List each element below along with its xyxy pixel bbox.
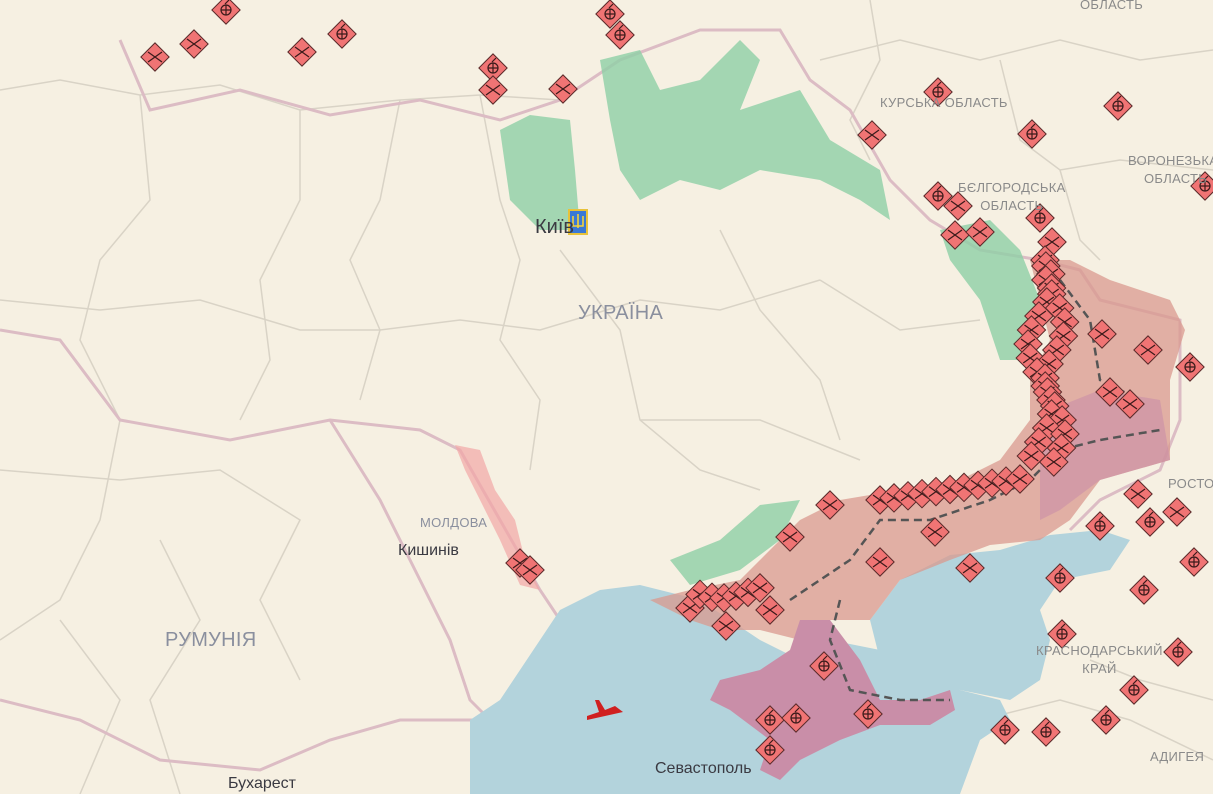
region-label-oblast-top: ОБЛАСТЬ (1080, 0, 1144, 12)
explosion-icon[interactable] (1135, 507, 1165, 537)
region-label-belgorod: БЄЛГОРОДСЬКА ОБЛАСТЬ (958, 179, 1066, 215)
explosion-icon[interactable] (1175, 352, 1205, 382)
explosion-icon[interactable] (1190, 171, 1213, 201)
crossed-swords-icon[interactable] (920, 517, 950, 547)
explosion-icon[interactable] (1025, 203, 1055, 233)
explosion-icon[interactable] (755, 735, 785, 765)
city-label-sevastopol[interactable]: Севастополь (655, 760, 752, 777)
explosion-icon[interactable] (595, 0, 625, 29)
region-label-krasnodar-line2: КРАЙ (1082, 661, 1117, 676)
crossed-swords-icon[interactable] (857, 120, 887, 150)
region-label-kursk: КУРСЬКА ОБЛАСТЬ (880, 95, 1008, 110)
explosion-icon[interactable] (327, 19, 357, 49)
region-label-adygea: АДИГЕЯ (1150, 749, 1205, 764)
event-markers (140, 0, 1213, 765)
explosion-icon[interactable] (1179, 547, 1209, 577)
city-label-kyiv[interactable]: Київ (535, 216, 575, 238)
crossed-swords-icon[interactable] (1095, 377, 1125, 407)
explosion-icon[interactable] (1031, 717, 1061, 747)
crossed-swords-icon[interactable] (815, 490, 845, 520)
country-label-ukraine: УКРАЇНА (578, 302, 664, 324)
region-label-voronezh: ВОРОНЕЗЬКА ОБЛАСТЬ (1128, 152, 1213, 188)
crossed-swords-icon[interactable] (1005, 464, 1035, 494)
crossed-swords-icon[interactable] (955, 553, 985, 583)
crossed-swords-icon[interactable] (140, 42, 170, 72)
liberated-areas (500, 40, 1040, 585)
country-label-moldova: МОЛДОВА (420, 515, 488, 530)
region-label-rostov: РОСТОВСЬКА (1168, 476, 1213, 491)
trident-icon[interactable] (568, 209, 588, 235)
region-label-voronezh-line2: ОБЛАСТЬ (1144, 171, 1208, 186)
crossed-swords-icon[interactable] (940, 220, 970, 250)
explosion-icon[interactable] (605, 20, 635, 50)
explosion-icon[interactable] (1091, 705, 1121, 735)
explosion-icon[interactable] (755, 705, 785, 735)
region-label-belgorod-line1: БЄЛГОРОДСЬКА (958, 180, 1066, 195)
explosion-icon[interactable] (1119, 675, 1149, 705)
crossed-swords-icon[interactable] (179, 29, 209, 59)
region-label-voronezh-line1: ВОРОНЕЗЬКА (1128, 153, 1213, 168)
city-label-bucharest[interactable]: Бухарест (228, 775, 296, 792)
crossed-swords-icon[interactable] (865, 547, 895, 577)
crossed-swords-icon[interactable] (287, 37, 317, 67)
crossed-swords-icon[interactable] (478, 75, 508, 105)
explosion-icon[interactable] (853, 699, 883, 729)
explosion-icon[interactable] (923, 77, 953, 107)
explosion-icon[interactable] (1045, 563, 1075, 593)
explosion-icon[interactable] (1103, 91, 1133, 121)
region-label-belgorod-line2: ОБЛАСТЬ (980, 198, 1044, 213)
country-borders (0, 28, 1182, 772)
crossed-swords-icon[interactable] (755, 595, 785, 625)
crossed-swords-icon[interactable] (548, 74, 578, 104)
explosion-icon[interactable] (781, 703, 811, 733)
crossed-swords-icon[interactable] (1115, 389, 1145, 419)
crossed-swords-icon[interactable] (775, 522, 805, 552)
explosion-icon[interactable] (990, 715, 1020, 745)
plane-icon[interactable] (587, 700, 623, 720)
crossed-swords-icon[interactable] (1133, 335, 1163, 365)
crossed-swords-icon[interactable] (515, 555, 545, 585)
explosion-icon[interactable] (1017, 119, 1047, 149)
crossed-swords-icon[interactable] (965, 217, 995, 247)
explosion-icon[interactable] (1047, 619, 1077, 649)
country-label-romania: РУМУНІЯ (165, 629, 257, 651)
explosion-icon[interactable] (1129, 575, 1159, 605)
crossed-swords-icon[interactable] (1016, 441, 1047, 471)
crossed-swords-icon[interactable] (1162, 497, 1192, 527)
explosion-icon[interactable] (1163, 637, 1193, 667)
crossed-swords-icon[interactable] (943, 191, 973, 221)
crossed-swords-icon[interactable] (1123, 479, 1153, 509)
city-label-chisinau[interactable]: Кишинів (398, 542, 459, 559)
region-label-krasnodar: КРАСНОДАРСЬКИЙ КРАЙ (1036, 642, 1163, 678)
explosion-icon[interactable] (1085, 511, 1115, 541)
region-label-krasnodar-line1: КРАСНОДАРСЬКИЙ (1036, 643, 1163, 658)
crossed-swords-icon[interactable] (711, 611, 741, 641)
explosion-icon[interactable] (923, 181, 953, 211)
crossed-swords-icon[interactable] (745, 573, 775, 603)
crossed-swords-icon[interactable] (1038, 447, 1069, 477)
explosion-icon[interactable] (478, 53, 508, 83)
explosion-icon[interactable] (809, 651, 839, 681)
crossed-swords-icon[interactable] (1087, 319, 1117, 349)
explosion-icon[interactable] (211, 0, 241, 25)
